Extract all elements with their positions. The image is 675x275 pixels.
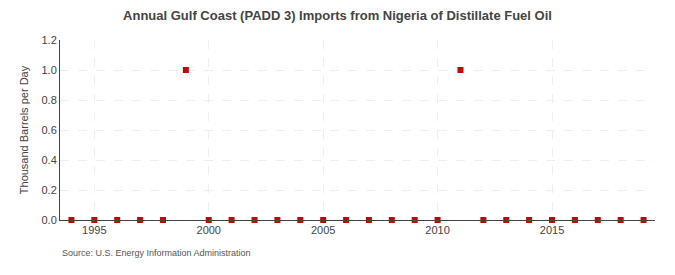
svg-text:1.0: 1.0 [42, 64, 57, 76]
svg-text:2000: 2000 [197, 224, 221, 236]
svg-text:2015: 2015 [540, 224, 564, 236]
svg-text:1995: 1995 [82, 224, 106, 236]
svg-text:0.8: 0.8 [42, 94, 57, 106]
svg-text:2005: 2005 [311, 224, 335, 236]
svg-text:1.2: 1.2 [42, 34, 57, 46]
svg-text:Thousand Barrels per Day: Thousand Barrels per Day [18, 65, 30, 194]
svg-text:0.2: 0.2 [42, 184, 57, 196]
svg-text:2010: 2010 [425, 224, 449, 236]
svg-text:0.4: 0.4 [42, 154, 57, 166]
svg-text:Annual Gulf Coast (PADD 3) Imp: Annual Gulf Coast (PADD 3) Imports from … [123, 8, 552, 23]
svg-text:0.6: 0.6 [42, 124, 57, 136]
svg-text:0.0: 0.0 [42, 214, 57, 226]
svg-text:Source: U.S. Energy Informatio: Source: U.S. Energy Information Administ… [62, 248, 251, 258]
